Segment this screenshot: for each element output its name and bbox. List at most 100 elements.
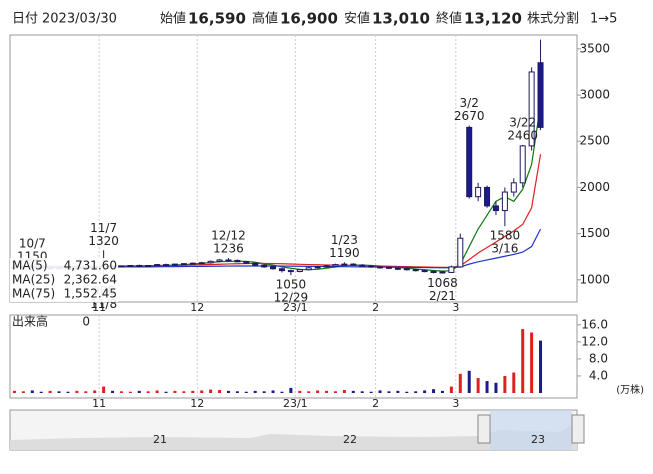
- volume-bar: [316, 390, 320, 393]
- volume-bar: [262, 391, 266, 393]
- annotation-value: 1236: [213, 242, 244, 256]
- x-tick-label: 11: [92, 301, 106, 314]
- volume-bar: [21, 391, 25, 393]
- candle-body: [457, 237, 464, 268]
- x-tick-label: 11: [92, 397, 106, 410]
- candle-body: [163, 264, 170, 267]
- volume-bar: [333, 391, 337, 393]
- header: 日付 2023/03/30 株式分割 1→5: [12, 11, 617, 27]
- annotation-date: 12/29: [274, 291, 309, 305]
- y-tick-label: 16.0: [581, 317, 608, 331]
- annotation-date: 12/12: [211, 229, 246, 243]
- legend-box: [10, 258, 118, 302]
- annotation-date: 2/21: [429, 289, 456, 303]
- candle-body: [350, 263, 357, 266]
- candle-body: [270, 266, 277, 270]
- candle-body: [394, 267, 401, 270]
- candle-body: [537, 62, 544, 128]
- candle-body: [305, 267, 312, 271]
- volume-bar: [405, 391, 409, 393]
- candle-body: [323, 265, 330, 268]
- annotation-value: 1580: [490, 229, 521, 243]
- volume-bar: [30, 390, 34, 393]
- x-tick-label: 12: [190, 301, 204, 314]
- candle-body: [314, 266, 321, 269]
- volume-bar: [75, 390, 79, 393]
- candle-body: [287, 270, 294, 273]
- candle-body: [296, 269, 303, 273]
- candle-body: [136, 265, 143, 268]
- volume-bar: [102, 386, 106, 393]
- annotation-date: 10/7: [19, 236, 46, 250]
- annotation-value: 1050: [276, 278, 307, 292]
- candle-body: [207, 260, 214, 264]
- navigator-handle[interactable]: [571, 414, 585, 444]
- candle-body: [359, 264, 366, 267]
- volume-bar: [191, 390, 195, 393]
- candle-body: [234, 259, 241, 263]
- header-label: 高値: [252, 11, 278, 27]
- legend-name: MA(5): [12, 259, 48, 273]
- y-tick-label: 2500: [579, 134, 610, 148]
- y-tick-label: 3000: [579, 88, 610, 102]
- navigator-label: 22: [343, 433, 357, 446]
- volume-bar: [298, 390, 302, 393]
- candle-body: [341, 263, 348, 266]
- volume-bar: [369, 391, 373, 393]
- candle-body: [243, 261, 250, 264]
- candle-body: [154, 264, 161, 267]
- header-label: 始値: [160, 11, 186, 27]
- header-label: 安値: [344, 11, 370, 27]
- header-label: 終値: [436, 11, 462, 27]
- navigator-area: [10, 425, 577, 450]
- x-tick-label: 2: [372, 301, 379, 314]
- y-tick-label: 3500: [579, 41, 610, 55]
- volume-panel: [9, 314, 578, 399]
- volume-bar: [485, 381, 489, 393]
- volume-bar: [351, 390, 355, 393]
- navigator-window[interactable]: [490, 410, 572, 450]
- candle-body: [377, 266, 384, 269]
- annotation-date: 3/2: [460, 96, 479, 110]
- split-label: 株式分割: [527, 11, 579, 27]
- volume-bar: [93, 390, 97, 393]
- annotation-date: 3/22: [509, 115, 536, 129]
- volume-bar: [12, 390, 16, 393]
- candle-body: [430, 271, 437, 274]
- split: 1→5: [590, 12, 617, 27]
- volume-bar: [503, 375, 507, 393]
- volume-bar: [137, 390, 141, 393]
- volume-bar: [512, 372, 516, 393]
- volume-bar: [66, 391, 70, 393]
- volume-bar: [128, 391, 132, 393]
- volume-bar: [244, 391, 248, 393]
- annotation-value: 2460: [507, 128, 538, 142]
- date-label: 日付: [12, 12, 38, 27]
- annotation-date: 1/23: [331, 233, 358, 247]
- volume-bar: [182, 391, 186, 393]
- x-tick-label: 23/1: [283, 301, 308, 314]
- y-tick-label: 12.0: [581, 334, 608, 348]
- candle-body: [216, 259, 223, 262]
- navigator-handle[interactable]: [477, 414, 491, 444]
- candle-body: [252, 262, 259, 266]
- candle-body: [225, 259, 232, 262]
- volume-bar: [253, 390, 257, 393]
- volume-bar: [280, 391, 284, 393]
- volume-bar: [342, 390, 346, 393]
- candle-body: [528, 71, 535, 147]
- annotation-value: 1320: [88, 234, 119, 248]
- candle-body: [501, 191, 508, 212]
- volume-bar: [146, 391, 150, 393]
- volume-bar: [57, 391, 61, 393]
- x-tick-label: 3: [452, 397, 459, 410]
- candle-body: [198, 262, 205, 265]
- annotation-value: 1190: [329, 246, 360, 260]
- volume-bar: [173, 390, 177, 393]
- candle-body: [261, 264, 268, 268]
- volume-bar: [84, 391, 88, 393]
- header-value: 13,010: [372, 10, 430, 28]
- candle-body: [385, 266, 392, 269]
- volume-bar: [449, 386, 453, 393]
